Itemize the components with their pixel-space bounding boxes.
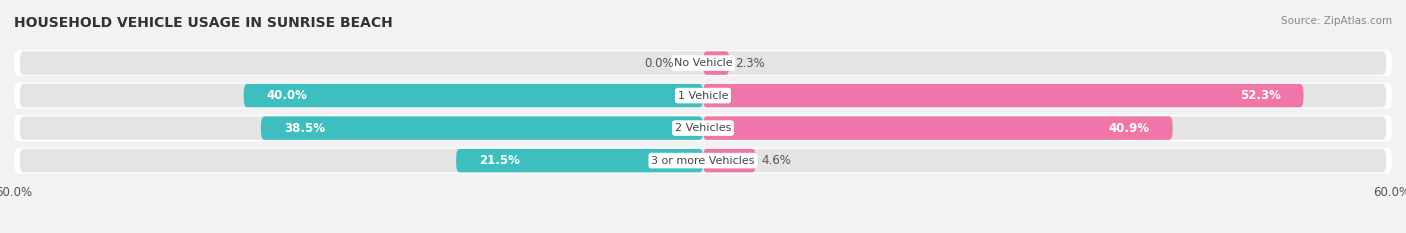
Text: 40.0%: 40.0% bbox=[267, 89, 308, 102]
FancyBboxPatch shape bbox=[703, 116, 1173, 140]
FancyBboxPatch shape bbox=[20, 116, 1386, 140]
Text: No Vehicle: No Vehicle bbox=[673, 58, 733, 68]
Text: Source: ZipAtlas.com: Source: ZipAtlas.com bbox=[1281, 16, 1392, 26]
FancyBboxPatch shape bbox=[14, 50, 1392, 76]
FancyBboxPatch shape bbox=[20, 84, 1386, 107]
FancyBboxPatch shape bbox=[703, 149, 756, 172]
Text: 2 Vehicles: 2 Vehicles bbox=[675, 123, 731, 133]
FancyBboxPatch shape bbox=[262, 116, 703, 140]
Text: 1 Vehicle: 1 Vehicle bbox=[678, 91, 728, 101]
Text: 21.5%: 21.5% bbox=[479, 154, 520, 167]
Text: 4.6%: 4.6% bbox=[762, 154, 792, 167]
FancyBboxPatch shape bbox=[456, 149, 703, 172]
Text: 52.3%: 52.3% bbox=[1240, 89, 1281, 102]
FancyBboxPatch shape bbox=[703, 51, 730, 75]
Text: 3 or more Vehicles: 3 or more Vehicles bbox=[651, 156, 755, 166]
FancyBboxPatch shape bbox=[20, 149, 1386, 172]
Text: HOUSEHOLD VEHICLE USAGE IN SUNRISE BEACH: HOUSEHOLD VEHICLE USAGE IN SUNRISE BEACH bbox=[14, 16, 392, 30]
Text: 2.3%: 2.3% bbox=[735, 57, 765, 70]
FancyBboxPatch shape bbox=[14, 115, 1392, 141]
Text: 38.5%: 38.5% bbox=[284, 122, 325, 135]
FancyBboxPatch shape bbox=[14, 147, 1392, 174]
FancyBboxPatch shape bbox=[14, 82, 1392, 109]
FancyBboxPatch shape bbox=[703, 84, 1303, 107]
Text: 40.9%: 40.9% bbox=[1109, 122, 1150, 135]
FancyBboxPatch shape bbox=[20, 51, 1386, 75]
FancyBboxPatch shape bbox=[243, 84, 703, 107]
Text: 0.0%: 0.0% bbox=[645, 57, 675, 70]
